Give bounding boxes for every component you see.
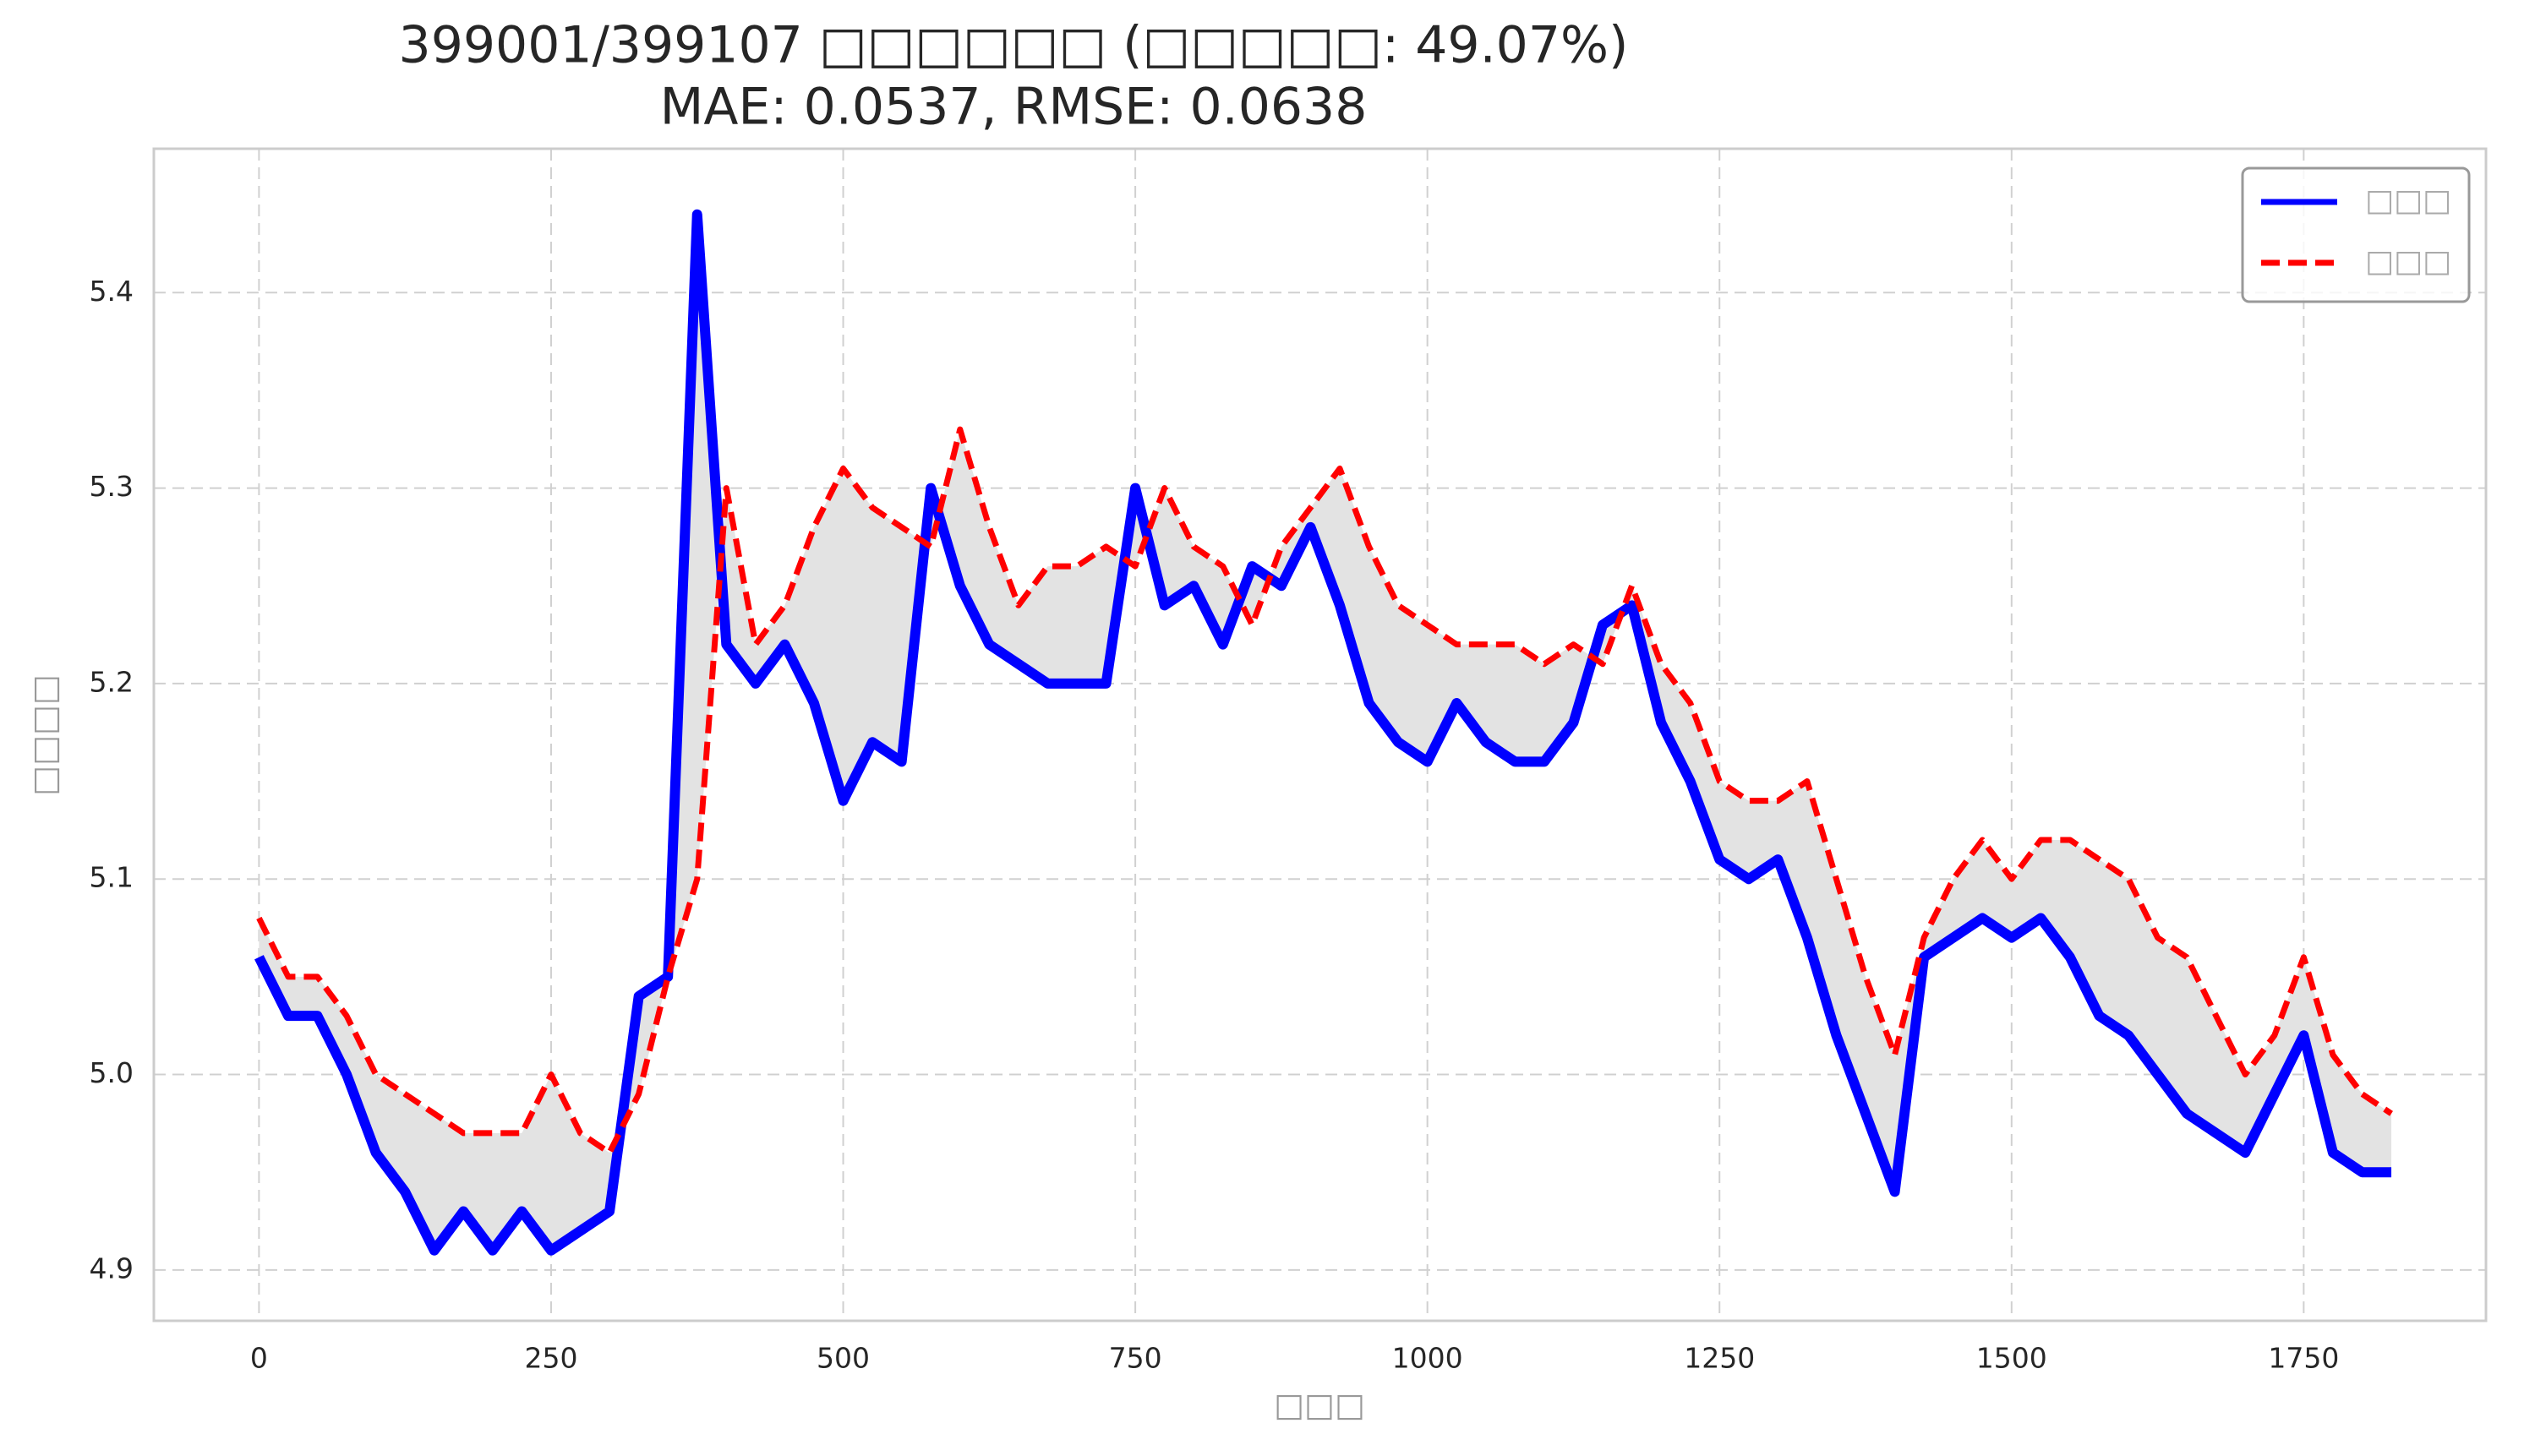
y-tick-label: 5.4: [90, 275, 134, 308]
y-tick-label: 5.0: [90, 1056, 134, 1089]
y-tick-label: 5.1: [90, 861, 134, 894]
y-tick-label: 5.2: [90, 665, 134, 698]
legend-label: □□□: [2365, 244, 2451, 279]
chart-title: 399001/399107 □□□□□□ (□□□□□: 49.07%): [399, 16, 1629, 75]
legend-label: □□□: [2365, 183, 2451, 218]
chart-subtitle: MAE: 0.0537, RMSE: 0.0638: [660, 78, 1368, 137]
axes-frame: [152, 147, 2488, 1322]
series-line: [254, 209, 2392, 1256]
y-axis-label: □□□□: [26, 674, 63, 796]
difference-fill: [259, 214, 2392, 1251]
x-tick-label: 500: [817, 1342, 870, 1375]
series-line: [256, 426, 2393, 1156]
legend: □□□ □□□: [2241, 166, 2471, 303]
y-tick-label: 4.9: [90, 1252, 134, 1284]
x-tick-label: 250: [524, 1342, 577, 1375]
x-tick-label: 1250: [1684, 1342, 1755, 1375]
x-tick-label: 1000: [1392, 1342, 1463, 1375]
y-tick-label: 5.3: [90, 470, 134, 503]
x-tick-label: 0: [250, 1342, 268, 1375]
x-tick-label: 750: [1109, 1342, 1162, 1375]
x-tick-label: 1500: [1976, 1342, 2047, 1375]
x-axis-label: □□□: [1274, 1387, 1365, 1424]
x-tick-label: 1750: [2268, 1342, 2339, 1375]
